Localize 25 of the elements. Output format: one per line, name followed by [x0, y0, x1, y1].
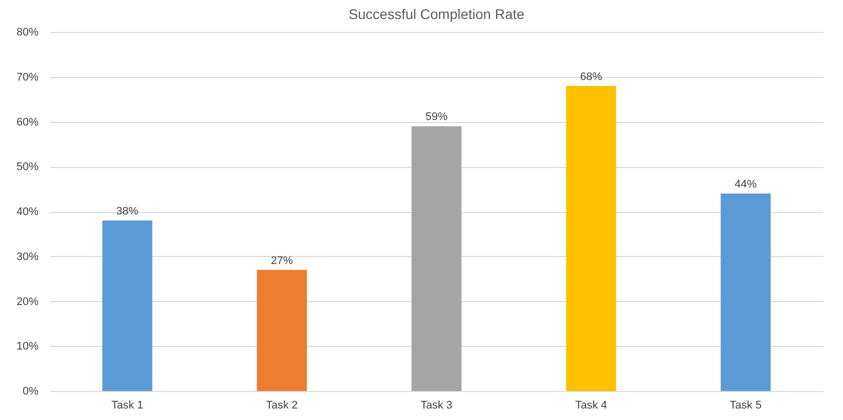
- y-tick-label: 30%: [16, 250, 39, 263]
- y-tick-label: 80%: [16, 26, 39, 38]
- y-tick-label: 0%: [22, 386, 39, 398]
- data-label: 59%: [425, 111, 448, 124]
- bar: [102, 220, 152, 391]
- bar: [566, 86, 616, 391]
- y-tick-label: 10%: [16, 340, 39, 353]
- data-label: 27%: [270, 254, 294, 267]
- y-tick-label: 40%: [16, 206, 39, 218]
- bar: [720, 194, 771, 391]
- y-tick-label: 50%: [16, 161, 39, 174]
- y-tick-label: 60%: [16, 116, 39, 128]
- chart-title: Successful Completion Rate: [348, 6, 525, 22]
- bar: [256, 270, 307, 391]
- x-tick-label: Task 5: [730, 400, 762, 412]
- x-tick-label: Task 2: [266, 400, 298, 412]
- bar: [412, 126, 462, 391]
- data-label: 68%: [580, 70, 602, 83]
- data-label: 44%: [734, 178, 757, 191]
- x-tick-label: Task 1: [111, 400, 144, 412]
- y-tick-label: 70%: [16, 71, 39, 84]
- data-label: 38%: [116, 205, 139, 218]
- y-tick-label: 20%: [16, 296, 39, 308]
- x-tick-label: Task 3: [420, 400, 452, 412]
- x-tick-label: Task 4: [575, 400, 607, 412]
